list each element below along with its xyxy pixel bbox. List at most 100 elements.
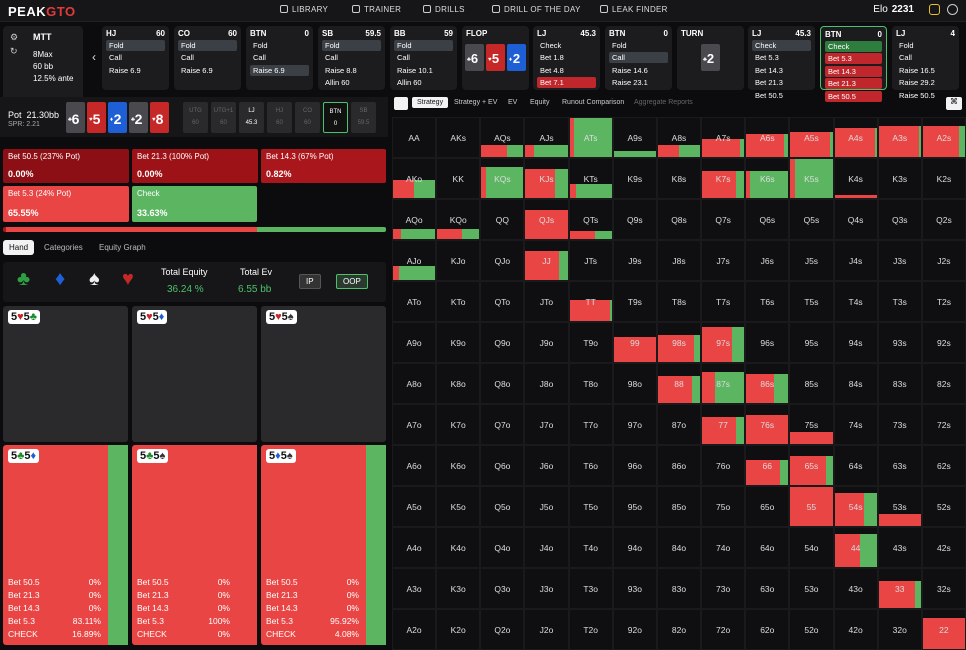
matrix-cell[interactable]: 53s (877, 486, 922, 527)
action-option[interactable]: Call (609, 52, 668, 63)
action-option[interactable]: Fold (322, 39, 381, 51)
matrix-cell[interactable]: T6o (568, 445, 613, 486)
matrix-cell[interactable]: 84o (656, 527, 702, 568)
matrix-cell[interactable]: T9s (612, 281, 657, 322)
matrix-cell[interactable]: T7s (701, 281, 746, 322)
matrix-cell[interactable]: 42o (833, 609, 878, 650)
matrix-cell[interactable]: J5o (524, 486, 569, 527)
grid-view-icon[interactable] (394, 97, 408, 110)
action-option[interactable]: Fold (899, 40, 914, 50)
action-option[interactable]: Call (397, 53, 410, 62)
matrix-cell[interactable]: K2o (436, 609, 481, 650)
matrix-cell[interactable]: T7o (568, 404, 613, 445)
action-option[interactable]: Call (109, 53, 122, 62)
matrix-cell[interactable]: K5s (789, 158, 834, 199)
seat-lj[interactable]: LJ 45.3 (239, 102, 264, 133)
matrix-cell[interactable]: 66 (745, 445, 790, 486)
matrix-cell[interactable]: 98o (612, 363, 657, 404)
diamond-filter-icon[interactable]: ♦ (55, 268, 66, 290)
position-box-btn[interactable]: BTN 0 Fold Call Raise 6.9 (246, 26, 313, 90)
matrix-cell[interactable]: K6o (436, 445, 481, 486)
action-option[interactable]: Raise 50.5 (899, 90, 935, 100)
matrix-cell[interactable]: A2o (392, 609, 437, 650)
matrix-cell[interactable]: 72s (921, 404, 966, 445)
matrix-cell[interactable]: Q4s (833, 199, 878, 240)
position-box-sb[interactable]: SB 59.5 Fold Call Raise 8.8 Allin 60 (318, 26, 385, 90)
matrix-cell[interactable]: A3s (877, 117, 922, 158)
matrix-cell[interactable]: 98s (656, 322, 702, 363)
oop-toggle[interactable]: OOP (336, 274, 368, 289)
seat-btn[interactable]: BTN 0 (323, 102, 348, 133)
matrix-cell[interactable]: K8s (656, 158, 702, 199)
seat-hj[interactable]: HJ 60 (267, 102, 292, 133)
scroll-left-arrow[interactable]: ‹ (92, 50, 96, 64)
matrix-cell[interactable]: 52o (789, 609, 834, 650)
matrix-cell[interactable]: Q3s (877, 199, 922, 240)
matrix-cell[interactable]: Q3o (480, 568, 525, 609)
nav-library[interactable]: LIBRARY (280, 5, 328, 14)
matrix-cell[interactable]: 64s (833, 445, 878, 486)
matrix-cell[interactable]: Q5s (789, 199, 834, 240)
action-option[interactable]: Call (253, 53, 266, 62)
matrix-cell[interactable]: J9o (524, 322, 569, 363)
matrix-cell[interactable]: QJo (480, 240, 525, 281)
seat-utg+1[interactable]: UTG+1 60 (211, 102, 236, 133)
hand-combo-panel[interactable]: 5♥5♣ (3, 306, 128, 442)
matrix-cell[interactable]: A6s (745, 117, 790, 158)
matrix-cell[interactable]: 44 (833, 527, 878, 568)
action-button-2[interactable]: Bet 14.3 (67% Pot) 0.82% (261, 149, 386, 183)
matrix-cell[interactable]: 33 (877, 568, 922, 609)
heart-filter-icon[interactable]: ♥ (122, 268, 134, 290)
matrix-cell[interactable]: Q2o (480, 609, 525, 650)
matrix-cell[interactable]: 55 (789, 486, 834, 527)
action-button-1[interactable]: Bet 21.3 (100% Pot) 0.00% (132, 149, 258, 183)
action-option[interactable]: Raise 8.8 (325, 65, 357, 75)
matrix-cell[interactable]: 92o (612, 609, 657, 650)
matrix-cell[interactable]: 42s (921, 527, 966, 568)
matrix-cell[interactable]: 54s (833, 486, 878, 527)
matrix-cell[interactable]: KK (436, 158, 481, 199)
hand-combo-panel[interactable]: 5♣5♠ Bet 50.5 0% Bet 21.3 0% Bet 14.3 0% Bet 5.… (132, 445, 257, 645)
matrix-cell[interactable]: A7s (701, 117, 746, 158)
matrix-cell[interactable]: J4s (833, 240, 878, 281)
turn-box[interactable]: TURN ♣ 2 (677, 26, 744, 90)
action-option[interactable]: Bet 1.8 (540, 53, 564, 62)
nav-trainer[interactable]: TRAINER (352, 5, 401, 14)
matrix-cell[interactable]: J2o (524, 609, 569, 650)
matrix-cell[interactable]: 93o (612, 568, 657, 609)
matrix-cell[interactable]: 75s (789, 404, 834, 445)
matrix-cell[interactable]: 95o (612, 486, 657, 527)
matrix-cell[interactable]: J3s (877, 240, 922, 281)
nav-drill-of-the-day[interactable]: DRILL OF THE DAY (492, 5, 581, 14)
matrix-cell[interactable]: Q9o (480, 322, 525, 363)
settings-icon[interactable]: ⚙ (10, 32, 19, 42)
matrix-cell[interactable]: T2o (568, 609, 613, 650)
matrix-cell[interactable]: 97o (612, 404, 657, 445)
action-option[interactable]: Check (752, 39, 811, 51)
matrix-cell[interactable]: A4s (833, 117, 878, 158)
position-box-lj[interactable]: LJ 45.3 Check Bet 1.8 Bet 4.8 Bet 7.1 (533, 26, 600, 90)
action-option[interactable]: Check (540, 40, 562, 50)
action-option[interactable]: Allin 60 (325, 78, 350, 87)
matrix-cell[interactable]: K2s (921, 158, 966, 199)
matrix-cell[interactable]: T6s (745, 281, 790, 322)
matrix-cell[interactable]: J3o (524, 568, 569, 609)
action-option[interactable]: Fold (394, 39, 453, 51)
matrix-cell[interactable]: 52s (921, 486, 966, 527)
matrix-cell[interactable]: K7o (436, 404, 481, 445)
hand-combo-panel[interactable]: 5♣5♦ Bet 50.5 0% Bet 21.3 0% Bet 14.3 0% Bet 5.… (3, 445, 128, 645)
matrix-cell[interactable]: T5o (568, 486, 613, 527)
matrix-cell[interactable]: K4s (833, 158, 878, 199)
matrix-cell[interactable]: K7s (701, 158, 746, 199)
matrix-cell[interactable]: 85s (789, 363, 834, 404)
matrix-cell[interactable]: 83o (656, 568, 702, 609)
hand-combo-panel[interactable]: 5♦5♠ Bet 50.5 0% Bet 21.3 0% Bet 14.3 0% Bet 5.… (261, 445, 386, 645)
matrix-cell[interactable]: T8o (568, 363, 613, 404)
matrix-tab-strategy[interactable]: Strategy (412, 97, 449, 108)
matrix-cell[interactable]: Q6o (480, 445, 525, 486)
matrix-cell[interactable]: ATs (568, 117, 613, 158)
matrix-cell[interactable]: Q8o (480, 363, 525, 404)
position-box-bb[interactable]: BB 59 Fold Call Raise 10.1 Allin 60 (390, 26, 457, 90)
position-box-btn[interactable]: BTN 0 Check Bet 5.3 Bet 14.3 Bet 21.3 Bet 50.5 (820, 26, 887, 102)
action-button-3[interactable]: Bet 5.3 (24% Pot) 65.55% (3, 186, 129, 222)
